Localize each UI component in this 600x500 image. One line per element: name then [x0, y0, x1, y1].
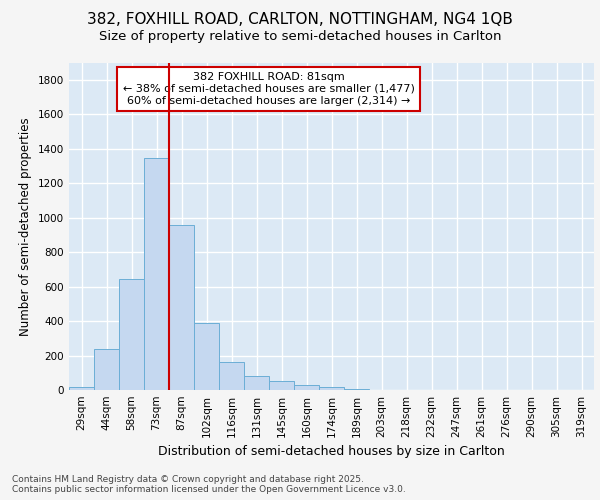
Bar — [144, 158, 169, 390]
Bar — [194, 323, 219, 390]
X-axis label: Distribution of semi-detached houses by size in Carlton: Distribution of semi-detached houses by … — [158, 446, 505, 458]
Bar — [169, 226, 194, 390]
Bar — [269, 382, 294, 390]
Bar — [94, 350, 119, 390]
Bar — [119, 279, 144, 390]
Bar — [294, 385, 319, 390]
Bar — [69, 386, 94, 390]
Text: 382 FOXHILL ROAD: 81sqm
← 38% of semi-detached houses are smaller (1,477)
60% of: 382 FOXHILL ROAD: 81sqm ← 38% of semi-de… — [122, 72, 415, 106]
Bar — [319, 386, 344, 390]
Text: Contains HM Land Registry data © Crown copyright and database right 2025.
Contai: Contains HM Land Registry data © Crown c… — [12, 474, 406, 494]
Text: Size of property relative to semi-detached houses in Carlton: Size of property relative to semi-detach… — [99, 30, 501, 43]
Bar — [344, 389, 369, 390]
Bar — [219, 362, 244, 390]
Bar — [244, 376, 269, 390]
Y-axis label: Number of semi-detached properties: Number of semi-detached properties — [19, 117, 32, 336]
Text: 382, FOXHILL ROAD, CARLTON, NOTTINGHAM, NG4 1QB: 382, FOXHILL ROAD, CARLTON, NOTTINGHAM, … — [87, 12, 513, 28]
